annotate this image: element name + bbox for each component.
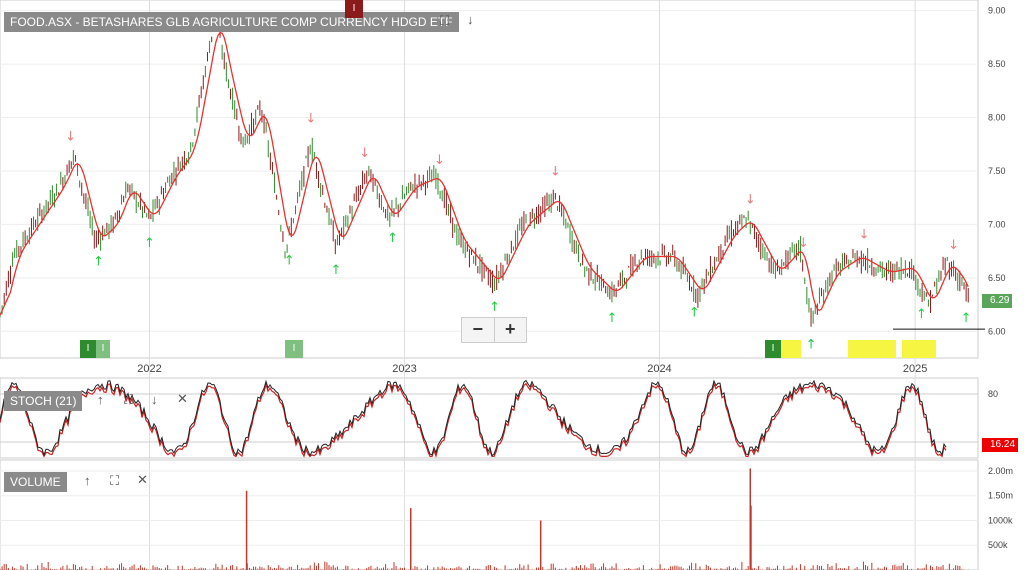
buy-arrow-icon: ↑ [806, 338, 817, 353]
expand-icon[interactable]: ⛶ [110, 473, 120, 488]
buy-arrow-icon: ↑ [387, 231, 398, 246]
sell-arrow-icon: ↓ [859, 227, 870, 242]
sell-arrow-icon: ↓ [745, 193, 756, 208]
arrow-down-icon[interactable]: ↓ [151, 392, 158, 407]
year-label: 2022 [137, 363, 161, 375]
buy-arrow-icon: ↑ [144, 236, 155, 251]
buy-arrow-icon: ↑ [489, 300, 500, 315]
volume-tick-label: 1000k [988, 515, 1013, 525]
news-badge[interactable] [848, 340, 896, 358]
arrow-up-icon[interactable]: ↑ [84, 473, 91, 488]
close-icon[interactable]: ✕ [177, 391, 188, 406]
sell-arrow-icon: ↓ [550, 165, 561, 180]
moving-average-line [0, 31, 969, 316]
news-badge[interactable] [902, 340, 936, 358]
price-tick-label: 6.50 [988, 273, 1006, 283]
close-icon[interactable]: ✕ [137, 472, 148, 487]
sell-arrow-icon: ↓ [948, 238, 959, 253]
price-tick-label: 7.50 [988, 166, 1006, 176]
news-badge[interactable] [781, 340, 801, 358]
buy-arrow-icon: ↑ [961, 311, 972, 326]
stoch-title: STOCH (21) [4, 391, 83, 411]
price-tick-label: 8.50 [988, 59, 1006, 69]
sell-arrow-icon: ↓ [798, 236, 809, 251]
price-panel-frame [0, 0, 979, 359]
zoom-controls: − + [461, 317, 527, 343]
sell-arrow-icon: ↓ [359, 146, 370, 161]
stoch-tick-label: 80 [988, 389, 998, 399]
arrow-up-icon[interactable]: ↑ [97, 392, 104, 407]
event-badge[interactable]: I [80, 340, 96, 358]
stoch-last-flag: 16.24 [982, 438, 1019, 452]
price-bars [0, 18, 969, 327]
stoch-panel-frame [0, 377, 979, 459]
sell-arrow-icon: ↓ [434, 153, 445, 168]
volume-panel-frame [0, 459, 979, 570]
volume-bars [0, 468, 969, 570]
event-badge[interactable]: I [285, 340, 303, 358]
year-label: 2025 [903, 363, 927, 375]
year-label: 2024 [647, 363, 671, 375]
stoch-signal-line [0, 382, 947, 458]
year-label: 2023 [392, 363, 416, 375]
sell-arrow-icon: ↓ [305, 111, 316, 126]
buy-arrow-icon: ↑ [331, 263, 342, 278]
buy-arrow-icon: ↑ [284, 253, 295, 268]
price-tick-label: 7.00 [988, 219, 1006, 229]
event-badge[interactable]: I [96, 340, 110, 358]
stoch-k-line [0, 379, 947, 457]
buy-arrow-icon: ↑ [606, 311, 617, 326]
expand-icon[interactable]: ⛶ [124, 392, 134, 407]
buy-arrow-icon: ↑ [93, 254, 104, 269]
sell-arrow-icon: ↓ [65, 130, 76, 145]
volume-title: VOLUME [4, 472, 67, 492]
chart-title: FOOD.ASX - BETASHARES GLB AGRICULTURE CO… [4, 12, 459, 32]
event-marker[interactable]: I [345, 0, 363, 18]
volume-tick-label: 2.00m [988, 466, 1013, 476]
buy-arrow-icon: ↑ [916, 307, 927, 322]
zoom-in-button[interactable]: + [504, 319, 516, 339]
buy-arrow-icon: ↑ [689, 306, 700, 321]
arrow-down-icon[interactable]: ↓ [467, 12, 474, 27]
volume-tick-label: 1.50m [988, 491, 1013, 501]
last-price-flag: 6.29 [982, 294, 1013, 308]
price-tick-label: 6.00 [988, 326, 1006, 336]
zoom-out-button[interactable]: − [462, 318, 495, 342]
event-badge[interactable]: I [765, 340, 781, 358]
price-tick-label: 9.00 [988, 6, 1006, 16]
volume-tick-label: 500k [988, 540, 1008, 550]
expand-icon[interactable]: ⛶ [440, 13, 450, 28]
price-tick-label: 8.00 [988, 113, 1006, 123]
